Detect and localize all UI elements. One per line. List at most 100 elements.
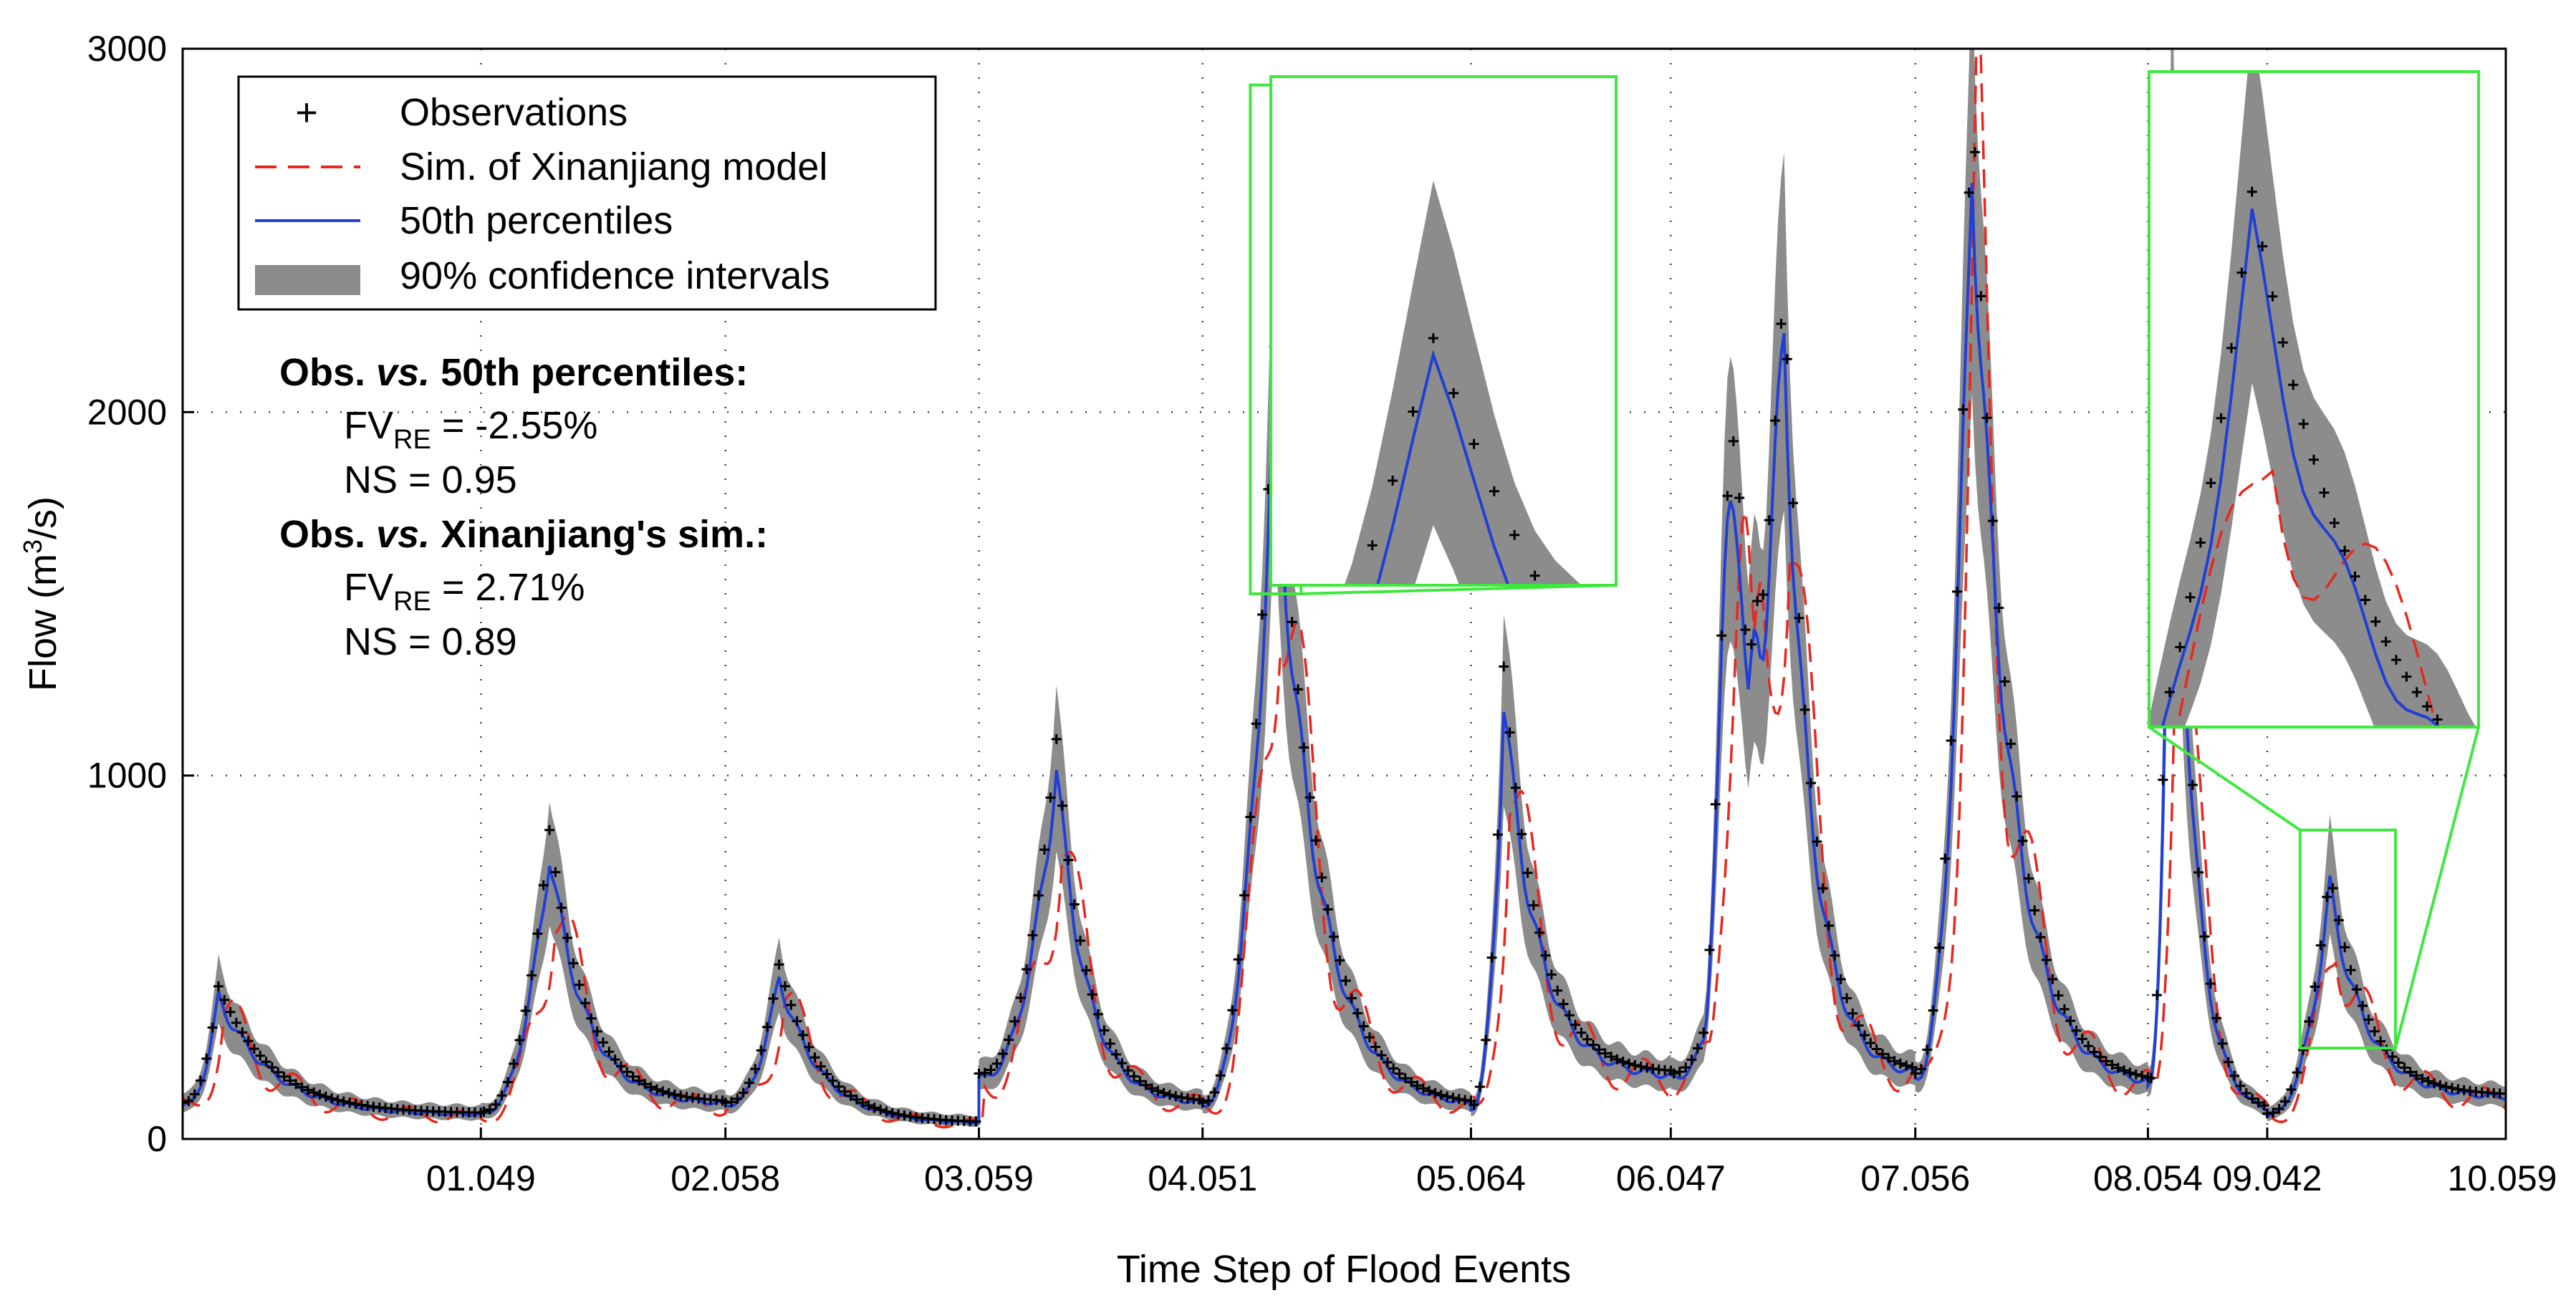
observation-point <box>2119 1065 2130 1076</box>
observation-point <box>273 1067 284 1077</box>
observation-point <box>1063 855 1074 865</box>
observation-point <box>1895 1058 1905 1069</box>
observation-point <box>1817 883 1828 894</box>
y-axis-title: Flow (m3/s) <box>18 496 64 691</box>
observation-point <box>887 1107 898 1118</box>
observation-point <box>1564 1010 1575 1021</box>
observation-point <box>1901 1060 1912 1071</box>
legend-symbol-observations: + <box>295 91 318 134</box>
observation-point <box>183 1097 188 1108</box>
observation-point <box>2310 981 2320 992</box>
observation-point <box>651 1084 662 1095</box>
observation-point <box>863 1100 874 1111</box>
observation-point <box>851 1094 862 1105</box>
observation-point <box>1704 945 1715 956</box>
y-tick-label: 2000 <box>87 392 167 432</box>
legend-label-confidence: 90% confidence intervals <box>400 254 830 297</box>
observation-point <box>2279 1096 2290 1107</box>
observation-point <box>1877 1049 1888 1059</box>
observation-point <box>815 1061 826 1072</box>
observation-point <box>484 1104 495 1115</box>
observation-point <box>1922 1044 1933 1055</box>
observation-point <box>574 979 585 990</box>
observation-point <box>881 1106 892 1117</box>
stats-fv-xinanjiang: FVRE = 2.71% <box>344 566 585 617</box>
y-axis-title-sup: 3 <box>18 539 47 554</box>
observation-point <box>1600 1048 1610 1059</box>
observation-point <box>2211 1013 2222 1024</box>
inset-observation-point <box>2309 454 2319 465</box>
inset-observation-point <box>2257 241 2268 251</box>
observation-point <box>502 1077 513 1087</box>
observation-point <box>840 1086 850 1097</box>
observation-point <box>2187 779 2198 790</box>
inset-observation-point <box>2484 766 2494 776</box>
observation-point <box>1958 404 1969 415</box>
observation-point <box>2411 1070 2422 1081</box>
observation-point <box>1251 718 1261 729</box>
inset-observation-point <box>2340 545 2350 556</box>
observation-point <box>1812 836 1822 847</box>
zoom-connector <box>2148 726 2301 832</box>
observation-point <box>1292 684 1303 695</box>
observation-point <box>1504 727 1515 738</box>
observation-point <box>1135 1076 1145 1087</box>
inset-observation-point <box>2267 291 2278 302</box>
observation-point <box>2053 990 2064 1001</box>
observation-point <box>1964 187 1974 198</box>
observation-point <box>1910 1068 1921 1079</box>
stats-fv-percentile-name: FV <box>344 404 393 447</box>
inset-observation-point <box>1448 388 1459 398</box>
inset-observation-point <box>2236 267 2247 278</box>
observation-point <box>869 1102 880 1113</box>
observation-point <box>1203 1095 1214 1106</box>
observation-point <box>320 1092 331 1102</box>
observation-point <box>645 1082 656 1092</box>
y-axis-title-end: /s) <box>21 496 64 539</box>
observation-point <box>231 1017 241 1028</box>
stats-heading-xinanjiang: Obs. vs. Xinanjiang's sim.: <box>279 513 768 556</box>
observation-point <box>1534 927 1545 938</box>
observation-point <box>1582 1034 1592 1044</box>
observation-point <box>2047 973 2058 984</box>
zoom-box <box>2298 828 2397 1050</box>
observation-point <box>2358 1001 2368 1011</box>
x-tick-label: 10.059 <box>2448 1158 2557 1198</box>
observation-point <box>1740 625 1751 635</box>
observation-point <box>2259 1100 2269 1111</box>
observation-point <box>2363 1014 2374 1025</box>
observation-point <box>1111 1049 1122 1059</box>
observation-point <box>2351 984 2362 995</box>
observation-point <box>1681 1062 1691 1073</box>
observation-point <box>1430 1087 1441 1098</box>
observation-point <box>1004 1034 1014 1045</box>
observation-point <box>491 1099 501 1110</box>
stats-ns-xinanjiang: NS = 0.89 <box>344 620 517 663</box>
observation-point <box>1728 436 1739 446</box>
observation-point <box>979 1067 990 1078</box>
legend-item-confidence: 90% confidence intervals <box>255 254 830 297</box>
inset-observation-point <box>1529 570 1540 581</box>
observation-point <box>1847 1008 1858 1019</box>
observation-point <box>1841 993 1852 1004</box>
inset-observation-point <box>2422 701 2433 712</box>
observation-point <box>597 1037 608 1048</box>
observation-point <box>1304 792 1315 803</box>
observation-point <box>1299 742 1309 753</box>
observation-point <box>2297 1044 2308 1055</box>
observation-point <box>986 1064 996 1075</box>
observation-point <box>797 1029 808 1040</box>
observation-point <box>509 1058 519 1069</box>
observation-point <box>1692 1043 1703 1054</box>
observation-point <box>1400 1073 1410 1084</box>
inset-observation-point <box>2175 642 2186 653</box>
observation-point <box>1081 965 1092 976</box>
observation-point <box>1382 1057 1393 1068</box>
inset-observation-point <box>1489 486 1499 496</box>
x-tick-label: 05.064 <box>1416 1158 1526 1198</box>
observation-point <box>1883 1052 1894 1063</box>
observation-point <box>2327 883 2338 893</box>
observation-point <box>1999 676 2010 687</box>
observation-point <box>786 999 797 1010</box>
legend: + Observations Sim. of Xinanjiang model … <box>237 75 937 311</box>
